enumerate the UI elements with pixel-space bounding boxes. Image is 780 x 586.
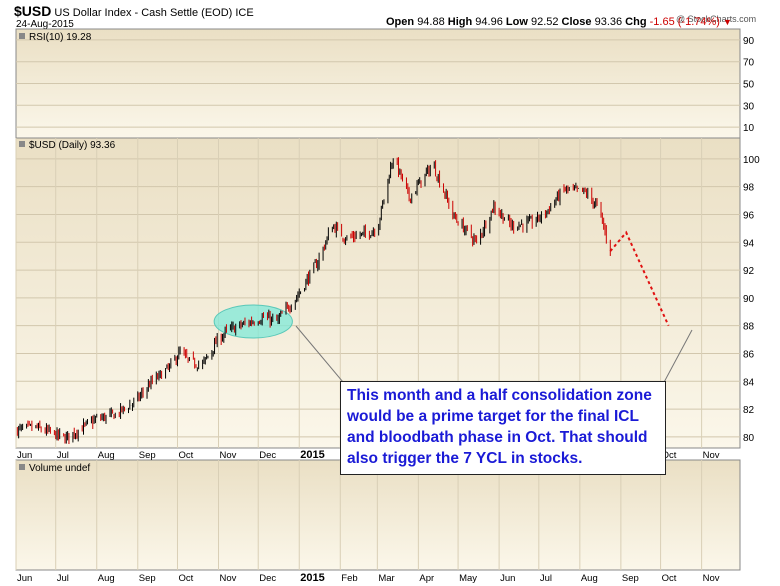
x-tick-6: Dec <box>259 450 276 461</box>
x-tick-bottom-3: Sep <box>139 573 156 584</box>
callout-pointer-right <box>661 329 693 387</box>
rsi-y-tick-1: 30 <box>743 101 755 112</box>
annotation-callout: This month and a half consolidation zone… <box>340 381 666 475</box>
symbol: $USD <box>14 3 52 19</box>
high-value: 94.96 <box>475 16 503 28</box>
x-tick-bottom-5: Nov <box>220 573 237 584</box>
low-label: Low <box>505 16 528 28</box>
x-tick-bottom-7: 2015 <box>300 572 324 584</box>
volume-panel <box>15 459 741 571</box>
price-y-tick-10: 100 <box>743 155 760 166</box>
close-label: Close <box>561 16 592 28</box>
x-tick-bottom-12: Jun <box>500 573 515 584</box>
volume-legend-text: Volume undef <box>29 463 90 474</box>
x-tick-16: Oct <box>662 450 677 461</box>
rsi-y-tick-3: 70 <box>743 58 755 69</box>
y-axis: 80 82 84 86 88 90 92 94 96 98 100 10 30 50 70 90 <box>743 36 760 444</box>
price-y-tick-9: 98 <box>743 183 755 194</box>
x-tick-bottom-9: Mar <box>378 573 394 584</box>
price-y-tick-2: 84 <box>743 377 755 388</box>
chg-value: -1.65 (-1.74%) <box>649 16 720 28</box>
exchange: ICE <box>235 7 254 19</box>
watermark: @ StockCharts.com <box>676 14 757 24</box>
price-legend: $USD (Daily) 93.36 <box>19 140 116 151</box>
price-y-tick-1: 82 <box>743 405 755 416</box>
rsi-legend: RSI(10) 19.28 <box>19 32 92 43</box>
rsi-y-tick-2: 50 <box>743 80 755 91</box>
rsi-legend-text: RSI(10) 19.28 <box>29 32 92 43</box>
callout-pointer-left <box>295 325 349 389</box>
price-y-tick-3: 86 <box>743 349 755 360</box>
x-tick-bottom-10: Apr <box>419 573 434 584</box>
price-y-tick-4: 88 <box>743 322 755 333</box>
price-y-tick-6: 92 <box>743 266 755 277</box>
x-tick-bottom-16: Oct <box>662 573 677 584</box>
x-tick-bottom-11: May <box>459 573 477 584</box>
price-y-tick-0: 80 <box>743 433 755 444</box>
x-tick-17: Nov <box>703 450 720 461</box>
rsi-y-tick-4: 90 <box>743 36 755 47</box>
x-tick-bottom-13: Jul <box>540 573 552 584</box>
chart-title: $USD US Dollar Index - Cash Settle (EOD)… <box>14 3 254 19</box>
x-tick-0: Jun <box>17 450 32 461</box>
x-tick-7: 2015 <box>300 449 324 461</box>
rsi-y-tick-0: 10 <box>743 123 755 134</box>
x-tick-bottom-6: Dec <box>259 573 276 584</box>
x-tick-5: Nov <box>220 450 237 461</box>
volume-legend: Volume undef <box>19 463 90 474</box>
x-tick-bottom-0: Jun <box>17 573 32 584</box>
price-candles <box>16 157 611 444</box>
close-value: 93.36 <box>594 16 623 28</box>
x-tick-3: Sep <box>139 450 156 461</box>
projection-line <box>609 230 670 327</box>
x-tick-bottom-8: Feb <box>341 573 357 584</box>
open-value: 94.88 <box>417 16 445 28</box>
x-axis-volume: Jun Jul Aug Sep Oct Nov Dec 2015 Feb Mar Apr May Jun… <box>17 572 720 584</box>
x-tick-bottom-4: Oct <box>178 573 193 584</box>
open-label: Open <box>386 16 415 28</box>
x-tick-bottom-2: Aug <box>98 573 115 584</box>
high-label: High <box>447 16 473 28</box>
price-y-tick-5: 90 <box>743 294 755 305</box>
price-legend-text: $USD (Daily) 93.36 <box>29 140 116 151</box>
chg-label: Chg <box>625 16 647 28</box>
chart-date: 24-Aug-2015 <box>16 19 74 30</box>
x-tick-4: Oct <box>178 450 193 461</box>
low-value: 92.52 <box>530 16 559 28</box>
x-tick-bottom-15: Sep <box>622 573 639 584</box>
description: US Dollar Index - Cash Settle (EOD) <box>54 7 233 19</box>
x-tick-2: Aug <box>98 450 115 461</box>
price-y-tick-8: 96 <box>743 210 755 221</box>
x-tick-1: Jul <box>57 450 69 461</box>
x-tick-bottom-1: Jul <box>57 573 69 584</box>
down-arrow-icon: ▼ <box>723 17 732 27</box>
x-tick-bottom-14: Aug <box>581 573 598 584</box>
price-y-tick-7: 94 <box>743 238 755 249</box>
ohlc-summary: Open 94.88 High 94.96 Low 92.52 Close 93… <box>386 16 732 28</box>
x-tick-bottom-17: Nov <box>703 573 720 584</box>
